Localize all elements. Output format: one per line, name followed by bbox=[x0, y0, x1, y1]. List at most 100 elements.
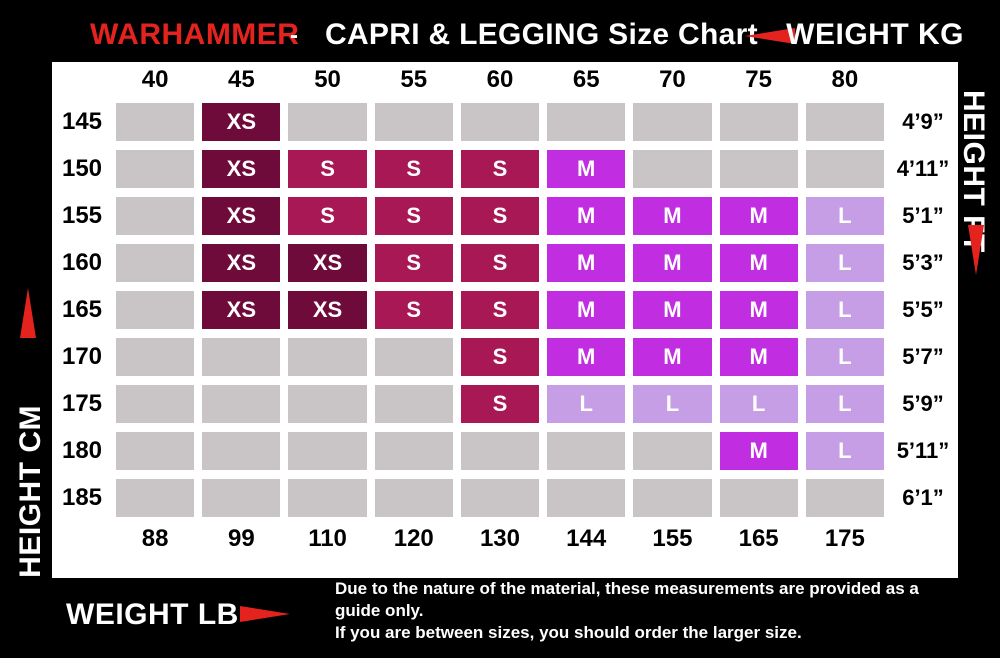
weight-kg-col-2: 50 bbox=[288, 64, 366, 96]
size-cell: M bbox=[547, 197, 625, 235]
size-cell: M bbox=[547, 150, 625, 188]
height-ft-row-4: 5’5” bbox=[888, 297, 958, 323]
size-cell: XS bbox=[288, 244, 366, 282]
size-cell: XS bbox=[202, 103, 280, 141]
weight-lb-col-3: 120 bbox=[375, 523, 453, 555]
height-ft-row-0: 4’9” bbox=[888, 109, 958, 135]
size-cell: M bbox=[547, 338, 625, 376]
size-cell: M bbox=[720, 244, 798, 282]
size-cell bbox=[202, 432, 280, 470]
size-cell: L bbox=[806, 432, 884, 470]
footnote-line1: Due to the nature of the material, these… bbox=[335, 578, 960, 622]
size-cell bbox=[806, 103, 884, 141]
size-cell: S bbox=[375, 244, 453, 282]
size-cell: S bbox=[461, 150, 539, 188]
size-cell bbox=[461, 479, 539, 517]
size-cell bbox=[288, 103, 366, 141]
height-cm-row-3: 160 bbox=[52, 249, 112, 277]
size-cell: S bbox=[288, 150, 366, 188]
size-cell: XS bbox=[202, 197, 280, 235]
size-cell bbox=[116, 385, 194, 423]
weight-lb-col-4: 130 bbox=[461, 523, 539, 555]
size-cell: L bbox=[806, 244, 884, 282]
size-cell bbox=[720, 150, 798, 188]
size-cell bbox=[116, 291, 194, 329]
weight-kg-col-5: 65 bbox=[547, 64, 625, 96]
size-cell: M bbox=[633, 197, 711, 235]
size-cell bbox=[633, 103, 711, 141]
size-cell: S bbox=[461, 385, 539, 423]
size-cell bbox=[116, 338, 194, 376]
arrow-up-icon bbox=[20, 288, 36, 338]
size-cell: L bbox=[720, 385, 798, 423]
size-cell bbox=[633, 432, 711, 470]
size-cell bbox=[288, 385, 366, 423]
height-ft-row-5: 5’7” bbox=[888, 344, 958, 370]
size-cell: L bbox=[547, 385, 625, 423]
size-cell: S bbox=[375, 150, 453, 188]
size-cell: L bbox=[806, 197, 884, 235]
size-cell bbox=[806, 150, 884, 188]
size-cell bbox=[288, 338, 366, 376]
weight-kg-label: WEIGHT KG bbox=[786, 18, 964, 52]
height-cm-row-5: 170 bbox=[52, 343, 112, 371]
height-cm-row-8: 185 bbox=[52, 484, 112, 512]
size-cell bbox=[202, 338, 280, 376]
size-cell bbox=[375, 103, 453, 141]
size-cell: M bbox=[720, 338, 798, 376]
arrow-right-icon bbox=[240, 606, 290, 622]
size-cell: XS bbox=[288, 291, 366, 329]
size-cell bbox=[633, 479, 711, 517]
size-cell bbox=[461, 432, 539, 470]
size-cell bbox=[461, 103, 539, 141]
size-cell bbox=[375, 479, 453, 517]
size-cell bbox=[116, 150, 194, 188]
header-dash: - bbox=[290, 22, 298, 50]
height-cm-row-0: 145 bbox=[52, 108, 112, 136]
size-cell: XS bbox=[202, 150, 280, 188]
size-cell: S bbox=[375, 291, 453, 329]
height-cm-row-2: 155 bbox=[52, 202, 112, 230]
size-cell: S bbox=[375, 197, 453, 235]
footnote: Due to the nature of the material, these… bbox=[335, 578, 960, 644]
size-cell bbox=[288, 479, 366, 517]
size-cell bbox=[375, 385, 453, 423]
size-cell bbox=[116, 479, 194, 517]
footnote-line2: If you are between sizes, you should ord… bbox=[335, 622, 960, 644]
size-cell: M bbox=[633, 291, 711, 329]
height-ft-row-2: 5’1” bbox=[888, 203, 958, 229]
weight-lb-col-1: 99 bbox=[202, 523, 280, 555]
weight-lb-col-0: 88 bbox=[116, 523, 194, 555]
weight-kg-col-0: 40 bbox=[116, 64, 194, 96]
size-cell: M bbox=[720, 291, 798, 329]
size-cell: M bbox=[547, 291, 625, 329]
height-cm-row-6: 175 bbox=[52, 390, 112, 418]
weight-kg-col-3: 55 bbox=[375, 64, 453, 96]
weight-lb-col-7: 165 bbox=[720, 523, 798, 555]
weight-kg-col-4: 60 bbox=[461, 64, 539, 96]
size-cell bbox=[288, 432, 366, 470]
size-cell: XS bbox=[202, 291, 280, 329]
size-cell: S bbox=[461, 244, 539, 282]
size-cell: L bbox=[806, 291, 884, 329]
size-cell: M bbox=[633, 244, 711, 282]
weight-kg-col-7: 75 bbox=[720, 64, 798, 96]
height-ft-row-8: 6’1” bbox=[888, 485, 958, 511]
size-cell: S bbox=[461, 291, 539, 329]
size-cell bbox=[202, 385, 280, 423]
size-cell bbox=[633, 150, 711, 188]
height-cm-row-7: 180 bbox=[52, 437, 112, 465]
weight-lb-col-8: 175 bbox=[806, 523, 884, 555]
size-cell bbox=[547, 103, 625, 141]
size-cell bbox=[116, 244, 194, 282]
chart-title: CAPRI & LEGGING Size Chart bbox=[325, 18, 758, 52]
size-cell: S bbox=[288, 197, 366, 235]
size-cell: M bbox=[720, 432, 798, 470]
height-ft-row-1: 4’11” bbox=[888, 156, 958, 182]
weight-lb-col-5: 144 bbox=[547, 523, 625, 555]
size-cell bbox=[806, 479, 884, 517]
weight-kg-col-1: 45 bbox=[202, 64, 280, 96]
size-cell bbox=[116, 197, 194, 235]
brand-label: WARHAMMER bbox=[90, 18, 299, 52]
height-ft-row-7: 5’11” bbox=[888, 438, 958, 464]
